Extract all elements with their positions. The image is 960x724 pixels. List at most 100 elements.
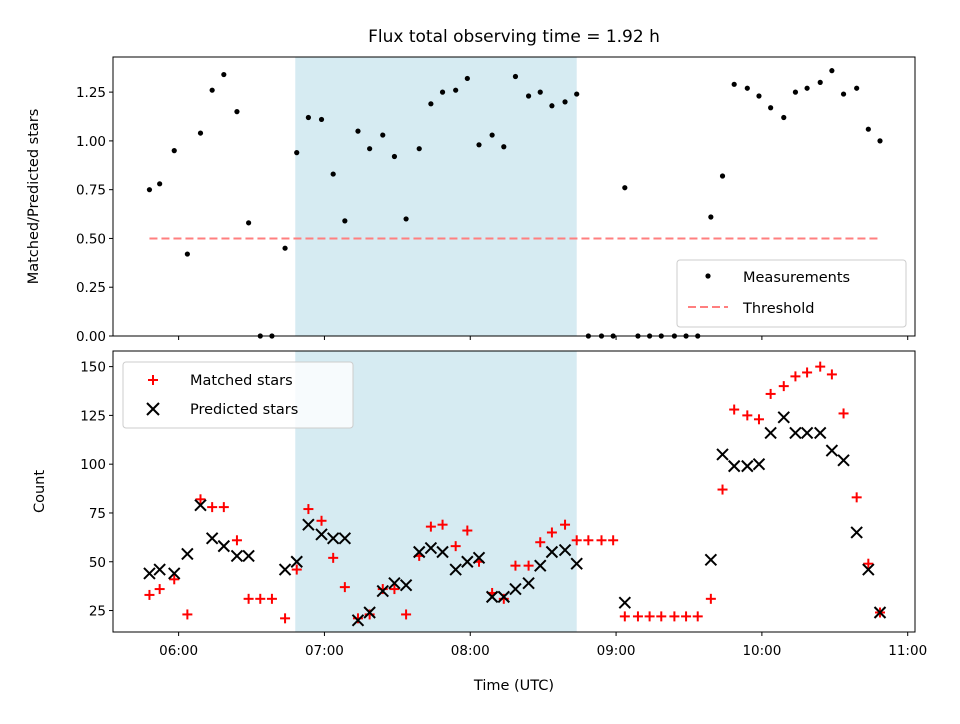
matched-star-point <box>169 574 180 585</box>
matched-star-point <box>266 593 277 604</box>
measurement-point <box>792 89 799 95</box>
bottom-y-tick-label: 100 <box>80 457 106 473</box>
top-y-tick-label: 0.00 <box>76 329 106 345</box>
matched-star-point <box>681 611 692 622</box>
measurement-point <box>854 85 860 91</box>
predicted-star-point <box>363 606 376 619</box>
matched-star-point <box>437 519 448 530</box>
predicted-star-point <box>509 582 522 596</box>
bottom-y-tick-label: 125 <box>80 408 106 424</box>
matched-star-point <box>644 611 655 622</box>
measurement-point <box>537 89 543 95</box>
matched-star-point <box>510 560 521 571</box>
predicted-star-point <box>472 551 486 565</box>
measurement-point <box>622 185 628 191</box>
measurement-point <box>184 251 190 257</box>
predicted-star-point <box>230 549 244 563</box>
matched-star-point <box>608 535 619 546</box>
bottom-legend-box <box>122 361 354 429</box>
predicted-star-point <box>278 563 292 576</box>
measurement-point <box>294 150 300 156</box>
bottom-y-tick-label: 50 <box>89 555 106 571</box>
matched-star-point <box>596 535 607 546</box>
measurement-point <box>464 75 470 82</box>
predicted-star-point <box>302 518 315 531</box>
bottom-y-axis-label: Count <box>32 470 48 513</box>
matched-star-point <box>462 525 473 536</box>
predicted-star-point <box>873 606 887 619</box>
predicted-star-point <box>290 555 303 568</box>
matched-star-point <box>231 535 242 546</box>
measurement-point <box>171 148 177 154</box>
predicted-star-point <box>205 532 219 545</box>
bottom-legend: Matched stars Predicted stars <box>122 361 354 429</box>
matched-star-point <box>450 541 461 552</box>
predicted-star-point <box>153 563 166 576</box>
x-tick-label: 08:00 <box>451 643 490 659</box>
top-legend-box <box>676 259 907 328</box>
matched-star-point <box>154 584 165 595</box>
matched-star-point <box>280 613 291 624</box>
matched-star-point <box>182 609 193 620</box>
predicted-star-point <box>837 454 850 467</box>
x-tick-label: 11:00 <box>888 643 927 659</box>
predicted-star-point <box>326 532 340 545</box>
top-legend: Measurements Threshold <box>676 259 907 328</box>
matched-star-point <box>632 611 643 622</box>
measurement-point <box>877 138 883 144</box>
measurement-point <box>453 87 459 93</box>
bottom-x-ticks: 06:00 07:00 08:00 09:00 10:00 11:00 <box>159 632 927 659</box>
predicted-star-point <box>850 526 863 539</box>
measurement-point <box>744 85 750 91</box>
measurement-point <box>489 132 495 138</box>
matched-star-point <box>729 404 740 415</box>
measurement-point <box>719 173 726 179</box>
matched-star-point <box>339 582 350 593</box>
x-axis-label: Time (UTC) <box>473 678 554 694</box>
bottom-panel: 25 50 75 100 125 150 06:00 07:00 08:00 09:00 10:0… <box>32 350 927 694</box>
matched-stars-points <box>144 361 886 624</box>
legend-matched-label: Matched stars <box>190 373 293 389</box>
measurement-point <box>512 73 519 80</box>
measurement-point <box>355 128 361 134</box>
matched-star-point <box>656 611 667 622</box>
measurement-point <box>428 101 434 107</box>
matched-star-point <box>790 371 801 382</box>
predicted-star-point <box>618 596 632 609</box>
matched-star-point <box>195 494 206 505</box>
top-panel: 0.00 0.25 0.50 0.75 1.00 1.25 Matched/Predict… <box>26 56 916 345</box>
measurement-point <box>246 220 252 226</box>
bottom-axes-frame <box>112 350 916 633</box>
legend-matched-marker <box>148 375 158 385</box>
measurement-point <box>146 187 153 193</box>
legend-measurements-marker <box>705 273 711 279</box>
predicted-star-point <box>800 426 814 440</box>
bottom-y-tick-label: 25 <box>89 604 106 620</box>
legend-predicted-marker <box>146 402 160 416</box>
legend-predicted-label: Predicted stars <box>190 402 298 418</box>
chart-title: Flux total observing time = 1.92 h <box>368 27 660 47</box>
predicted-star-point <box>814 426 827 440</box>
measurement-point <box>768 105 774 111</box>
top-y-ticks: 0.00 0.25 0.50 0.75 1.00 1.25 <box>76 85 113 345</box>
predicted-star-point <box>424 541 438 555</box>
measurement-points <box>146 68 883 339</box>
matched-star-point <box>291 564 302 575</box>
matched-star-point <box>523 560 534 571</box>
predicted-star-point <box>716 448 729 461</box>
measurement-point <box>476 142 482 148</box>
x-tick-label: 09:00 <box>597 643 636 659</box>
top-y-tick-label: 0.25 <box>76 280 106 296</box>
top-axes-frame <box>112 56 916 337</box>
matched-star-point <box>692 611 703 622</box>
predicted-star-point <box>413 545 426 559</box>
matched-star-point <box>742 410 753 421</box>
predicted-star-point <box>862 563 875 576</box>
measurement-point <box>221 71 227 78</box>
x-tick-label: 10:00 <box>742 643 781 659</box>
predicted-star-point <box>777 411 790 424</box>
measurement-point <box>501 144 507 150</box>
matched-star-point <box>826 369 837 380</box>
measurement-point <box>197 130 204 136</box>
matched-star-point <box>144 589 155 600</box>
